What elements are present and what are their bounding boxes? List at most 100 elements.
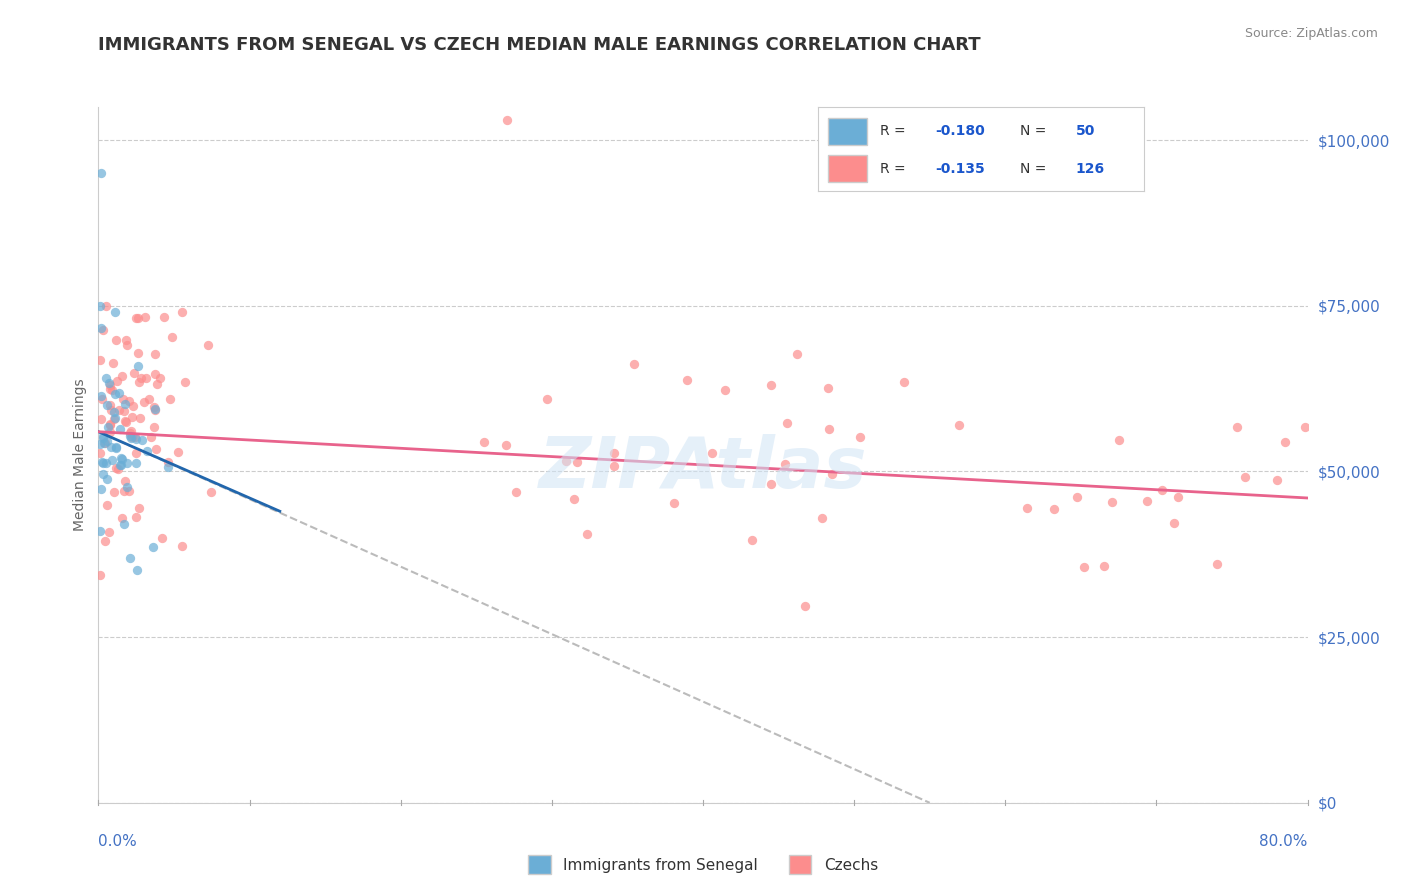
Point: [94, 299, 117, 313]
Point: [776, 416, 799, 430]
Text: 0.0%: 0.0%: [98, 834, 138, 849]
Point: [567, 455, 589, 469]
Point: [811, 510, 834, 524]
Point: [156, 459, 179, 474]
Point: [761, 477, 783, 491]
Point: [139, 429, 162, 443]
Point: [1017, 501, 1039, 516]
Point: [96, 457, 118, 471]
Point: [100, 452, 122, 467]
Point: [89, 446, 111, 460]
Text: -0.180: -0.180: [935, 124, 986, 138]
Point: [90, 455, 112, 469]
Point: [1092, 558, 1115, 573]
Point: [115, 333, 138, 347]
Point: [676, 374, 699, 388]
Point: [96, 371, 118, 385]
Point: [114, 397, 136, 411]
Point: [575, 526, 598, 541]
Text: R =: R =: [880, 124, 910, 138]
Point: [120, 424, 142, 438]
Point: [104, 411, 127, 425]
Point: [124, 310, 146, 325]
Point: [145, 377, 167, 392]
Point: [793, 599, 815, 613]
Point: [849, 430, 872, 444]
Point: [90, 482, 112, 496]
Point: [131, 433, 153, 447]
Point: [104, 386, 127, 401]
Text: N =: N =: [1021, 161, 1052, 176]
Point: [143, 420, 166, 434]
Point: [1265, 473, 1288, 487]
Point: [93, 431, 115, 445]
Point: [134, 310, 156, 324]
Point: [93, 429, 115, 443]
Point: [714, 383, 737, 397]
Point: [114, 475, 136, 489]
Point: [142, 541, 165, 555]
Text: IMMIGRANTS FROM SENEGAL VS CZECH MEDIAN MALE EARNINGS CORRELATION CHART: IMMIGRANTS FROM SENEGAL VS CZECH MEDIAN …: [98, 36, 981, 54]
Point: [1274, 434, 1296, 449]
Point: [1152, 483, 1174, 497]
Point: [90, 392, 112, 407]
Point: [200, 484, 222, 499]
Point: [91, 467, 114, 482]
Point: [98, 417, 121, 432]
Point: [1294, 420, 1316, 434]
Point: [1066, 490, 1088, 504]
Point: [145, 442, 167, 457]
Point: [1226, 420, 1249, 434]
Point: [105, 441, 128, 455]
Point: [821, 467, 844, 481]
Legend: Immigrants from Senegal, Czechs: Immigrants from Senegal, Czechs: [522, 849, 884, 880]
Point: [112, 484, 135, 499]
Point: [817, 381, 839, 395]
Point: [135, 370, 157, 384]
Point: [91, 456, 114, 470]
Point: [98, 417, 121, 432]
Point: [114, 404, 136, 418]
Point: [105, 375, 128, 389]
Point: [114, 415, 136, 429]
Point: [98, 399, 121, 413]
Point: [167, 445, 190, 459]
Point: [125, 510, 148, 524]
Point: [759, 377, 782, 392]
Point: [159, 392, 181, 406]
Point: [96, 434, 118, 448]
Point: [96, 398, 118, 412]
Point: [603, 459, 626, 474]
Point: [153, 310, 176, 324]
Point: [89, 299, 111, 313]
Point: [115, 338, 138, 352]
Point: [121, 409, 143, 424]
Point: [156, 454, 179, 468]
Point: [143, 403, 166, 417]
Point: [90, 321, 112, 335]
Point: [662, 496, 685, 510]
Point: [97, 419, 120, 434]
Text: -0.135: -0.135: [935, 161, 986, 176]
Point: [110, 458, 132, 472]
Point: [134, 395, 156, 409]
Point: [1043, 502, 1066, 516]
Point: [100, 402, 122, 417]
Point: [173, 375, 195, 389]
Point: [98, 425, 121, 440]
Point: [105, 440, 128, 454]
Point: [105, 333, 128, 347]
Point: [107, 461, 129, 475]
Point: [127, 346, 149, 360]
Point: [125, 446, 148, 460]
Point: [118, 425, 141, 440]
Point: [1101, 494, 1123, 508]
Point: [125, 456, 148, 470]
Point: [117, 456, 139, 470]
Point: [96, 472, 118, 486]
Point: [150, 532, 173, 546]
Point: [128, 501, 150, 516]
Point: [562, 491, 585, 506]
Point: [1108, 433, 1130, 447]
Point: [98, 376, 121, 391]
